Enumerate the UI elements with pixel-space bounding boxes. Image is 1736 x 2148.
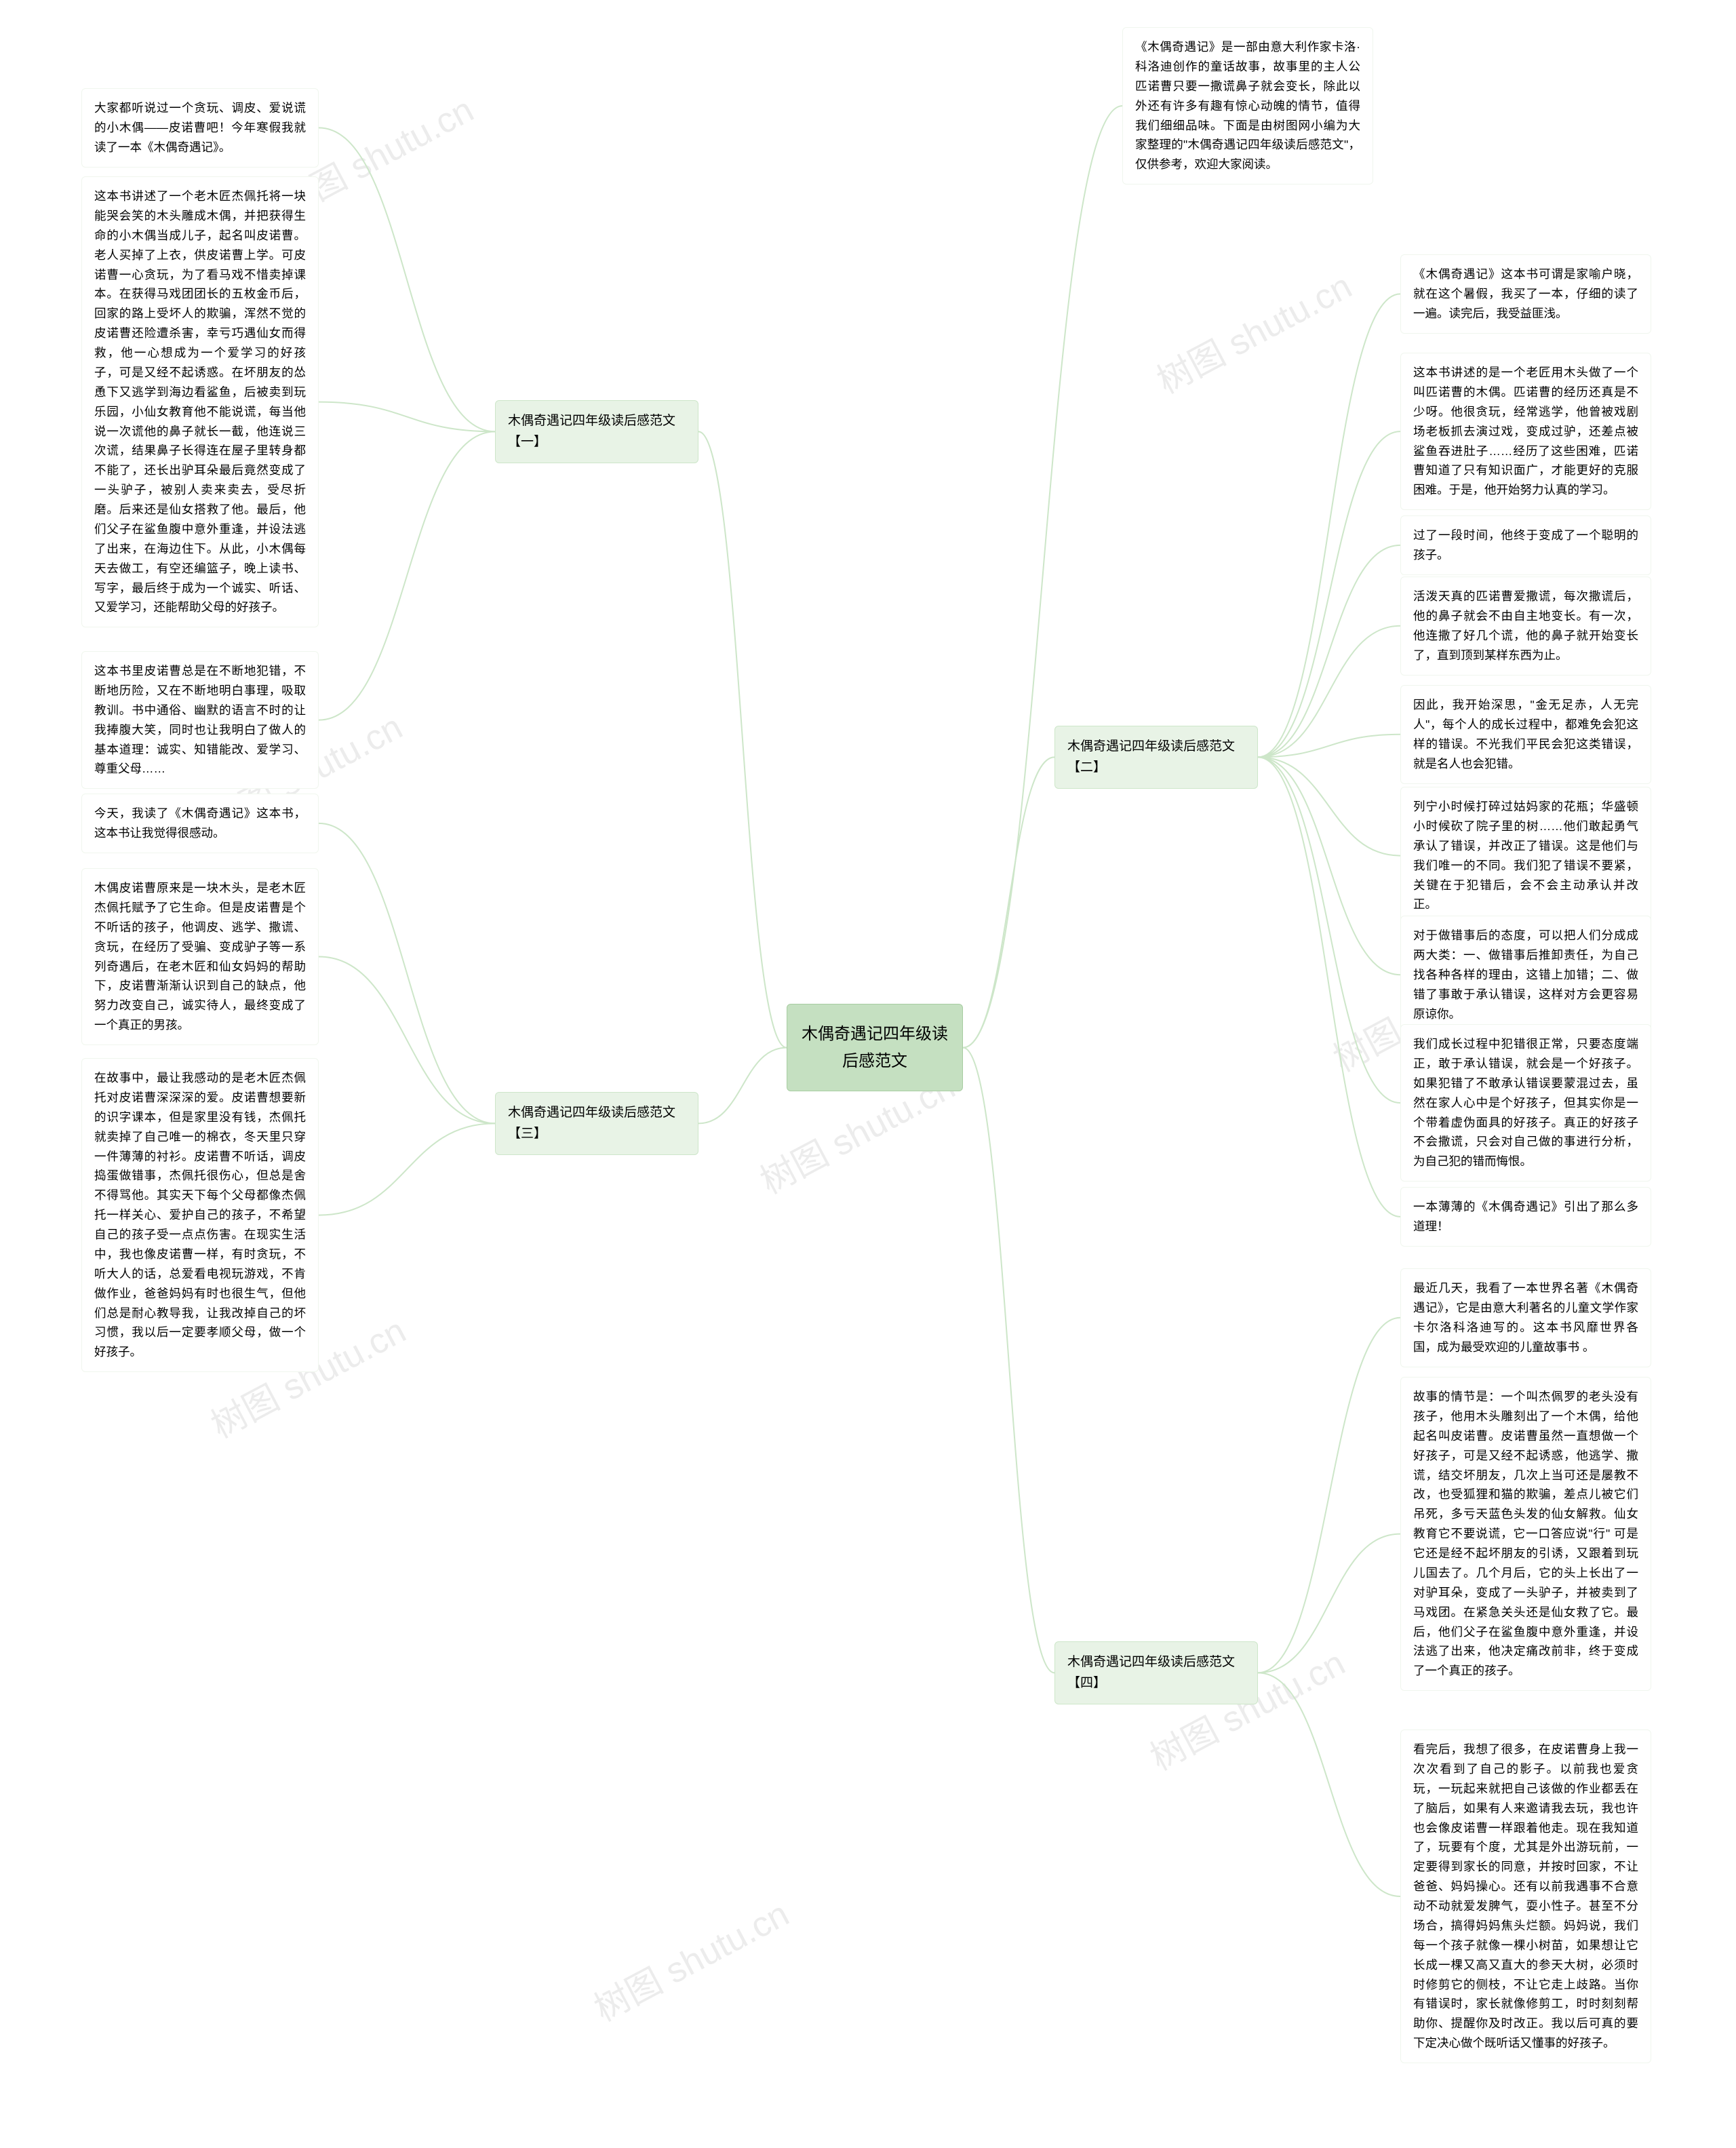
leaf: 《木偶奇遇记》这本书可谓是家喻户晓，就在这个暑假，我买了一本，仔细的读了一遍。读… [1400, 254, 1651, 334]
watermark: 树图 shutu.cn [1147, 258, 1359, 403]
leaf-text: 大家都听说过一个贪玩、调皮、爱说谎的小木偶——皮诺曹吧！今年寒假我就读了一本《木… [94, 101, 306, 154]
root-title: 木偶奇遇记四年级读后感范文 [802, 1025, 948, 1070]
leaf-text: 我们成长过程中犯错很正常，只要态度端正，敢于承认错误，就会是一个好孩子。如果犯错… [1413, 1037, 1638, 1168]
section-1-title: 木偶奇遇记四年级读后感范文【一】 [508, 414, 675, 449]
leaf-text: 列宁小时候打碎过姑妈家的花瓶；华盛顿小时候砍了院子里的树……他们敢起勇气承认了错… [1413, 800, 1638, 911]
section-2: 木偶奇遇记四年级读后感范文【二】 [1054, 726, 1258, 789]
section-3-title: 木偶奇遇记四年级读后感范文【三】 [508, 1106, 675, 1141]
leaf: 我们成长过程中犯错很正常，只要态度端正，敢于承认错误，就会是一个好孩子。如果犯错… [1400, 1024, 1651, 1182]
leaf: 这本书讲述的是一个老匠用木头做了一个叫匹诺曹的木偶。匹诺曹的经历还真是不少呀。他… [1400, 353, 1651, 510]
leaf: 木偶皮诺曹原来是一块木头，是老木匠杰佩托赋予了它生命。但是皮诺曹是个不听话的孩子… [81, 868, 319, 1045]
leaf-text: 这本书讲述的是一个老匠用木头做了一个叫匹诺曹的木偶。匹诺曹的经历还真是不少呀。他… [1413, 366, 1638, 496]
section-2-title: 木偶奇遇记四年级读后感范文【二】 [1067, 739, 1235, 775]
leaf: 列宁小时候打碎过姑妈家的花瓶；华盛顿小时候砍了院子里的树……他们敢起勇气承认了错… [1400, 787, 1651, 924]
leaf-text: 活泼天真的匹诺曹爱撒谎，每次撒谎后，他的鼻子就会不由自主地变长。有一次，他连撒了… [1413, 589, 1638, 662]
leaf-text: 看完后，我想了很多，在皮诺曹身上我一次次看到了自己的影子。以前我也爱贪玩，一玩起… [1413, 1742, 1638, 2050]
leaf: 因此，我开始深思，"金无足赤，人无完人"，每个人的成长过程中，都难免会犯这样的错… [1400, 685, 1651, 784]
leaf-text: 这本书里皮诺曹总是在不断地犯错，不断地历险，又在不断地明白事理，吸取教训。书中通… [94, 664, 306, 775]
leaf: 看完后，我想了很多，在皮诺曹身上我一次次看到了自己的影子。以前我也爱贪玩，一玩起… [1400, 1730, 1651, 2063]
leaf: 这本书讲述了一个老木匠杰佩托将一块能哭会笑的木头雕成木偶，并把获得生命的小木偶当… [81, 176, 319, 627]
section-4: 木偶奇遇记四年级读后感范文【四】 [1054, 1641, 1258, 1704]
leaf: 故事的情节是：一个叫杰佩罗的老头没有孩子，他用木头雕刻出了一个木偶，给他起名叫皮… [1400, 1377, 1651, 1691]
section-1: 木偶奇遇记四年级读后感范文【一】 [495, 400, 698, 463]
leaf-text: 一本薄薄的《木偶奇遇记》引出了那么多道理！ [1413, 1200, 1638, 1233]
section-3: 木偶奇遇记四年级读后感范文【三】 [495, 1092, 698, 1155]
leaf-text: 这本书讲述了一个老木匠杰佩托将一块能哭会笑的木头雕成木偶，并把获得生命的小木偶当… [94, 189, 306, 614]
leaf-text: 最近几天，我看了一本世界名著《木偶奇遇记》，它是由意大利著名的儿童文学作家卡尔洛… [1413, 1281, 1638, 1354]
leaf: 今天，我读了《木偶奇遇记》这本书，这本书让我觉得很感动。 [81, 794, 319, 853]
leaf-text: 对于做错事后的态度，可以把人们分成成两大类：一、做错事后推卸责任，为自己找各种各… [1413, 929, 1638, 1021]
leaf-text: 在故事中，最让我感动的是老木匠杰佩托对皮诺曹深深深的爱。皮诺曹想要新的识字课本，… [94, 1071, 306, 1359]
leaf: 在故事中，最让我感动的是老木匠杰佩托对皮诺曹深深深的爱。皮诺曹想要新的识字课本，… [81, 1058, 319, 1372]
leaf: 最近几天，我看了一本世界名著《木偶奇遇记》，它是由意大利著名的儿童文学作家卡尔洛… [1400, 1268, 1651, 1367]
leaf: 对于做错事后的态度，可以把人们分成成两大类：一、做错事后推卸责任，为自己找各种各… [1400, 916, 1651, 1034]
leaf: 活泼天真的匹诺曹爱撒谎，每次撒谎后，他的鼻子就会不由自主地变长。有一次，他连撒了… [1400, 577, 1651, 676]
watermark: 树图 shutu.cn [584, 1886, 796, 2031]
leaf-text: 《木偶奇遇记》这本书可谓是家喻户晓，就在这个暑假，我买了一本，仔细的读了一遍。读… [1413, 267, 1638, 320]
leaf-text: 因此，我开始深思，"金无足赤，人无完人"，每个人的成长过程中，都难免会犯这样的错… [1413, 698, 1638, 770]
intro-content: 《木偶奇遇记》是一部由意大利作家卡洛·科洛迪创作的童话故事，故事里的主人公匹诺曹… [1135, 40, 1360, 171]
leaf-text: 木偶皮诺曹原来是一块木头，是老木匠杰佩托赋予了它生命。但是皮诺曹是个不听话的孩子… [94, 881, 306, 1032]
section-4-title: 木偶奇遇记四年级读后感范文【四】 [1067, 1655, 1235, 1690]
leaf: 大家都听说过一个贪玩、调皮、爱说谎的小木偶——皮诺曹吧！今年寒假我就读了一本《木… [81, 88, 319, 168]
mindmap-root: 木偶奇遇记四年级读后感范文 [787, 1004, 963, 1091]
leaf-text: 故事的情节是：一个叫杰佩罗的老头没有孩子，他用木头雕刻出了一个木偶，给他起名叫皮… [1413, 1390, 1638, 1677]
intro-text: 《木偶奇遇记》是一部由意大利作家卡洛·科洛迪创作的童话故事，故事里的主人公匹诺曹… [1122, 27, 1373, 184]
leaf: 过了一段时间，他终于变成了一个聪明的孩子。 [1400, 515, 1651, 575]
leaf: 一本薄薄的《木偶奇遇记》引出了那么多道理！ [1400, 1187, 1651, 1247]
leaf-text: 今天，我读了《木偶奇遇记》这本书，这本书让我觉得很感动。 [94, 806, 306, 840]
leaf-text: 过了一段时间，他终于变成了一个聪明的孩子。 [1413, 528, 1638, 562]
leaf: 这本书里皮诺曹总是在不断地犯错，不断地历险，又在不断地明白事理，吸取教训。书中通… [81, 651, 319, 789]
